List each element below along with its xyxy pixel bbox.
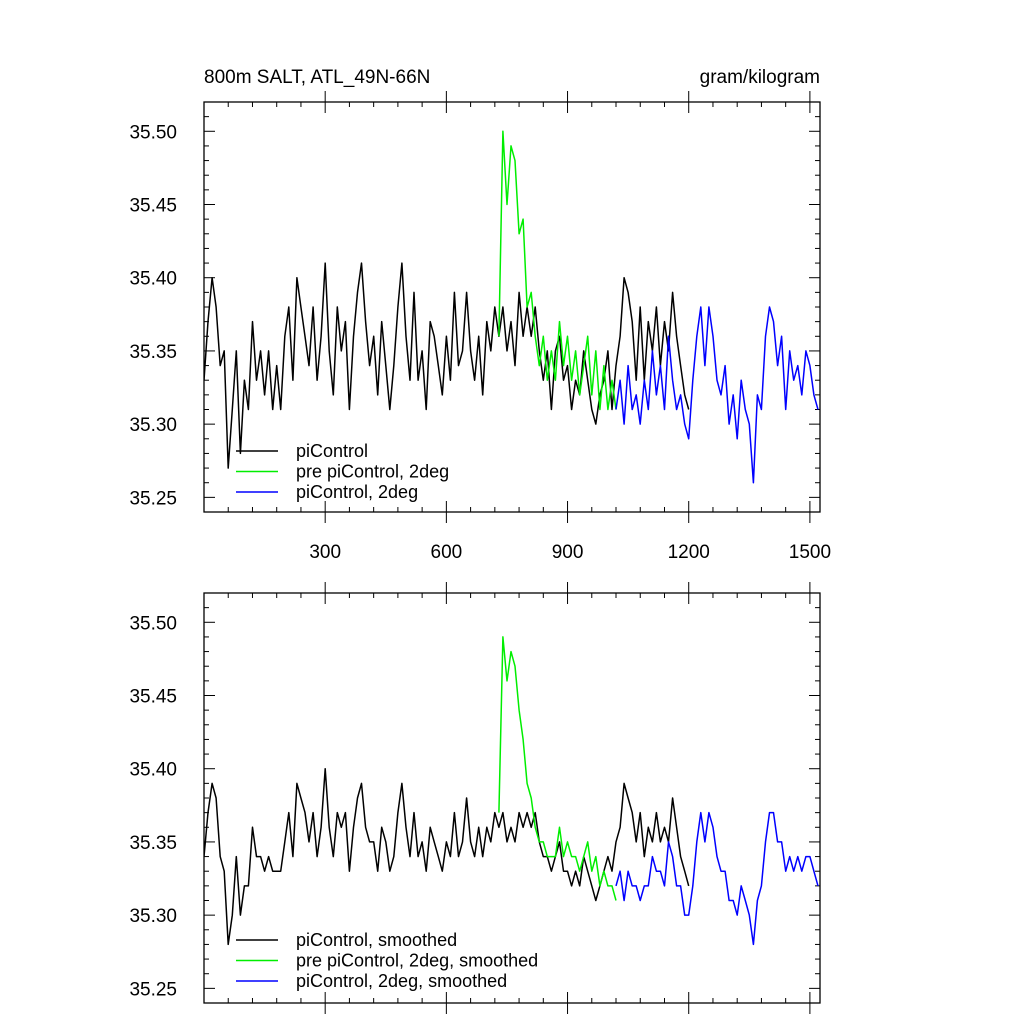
x-tick-label: 300	[309, 542, 341, 563]
legend-label: pre piControl, 2deg	[296, 462, 449, 482]
chart-title: 800m SALT, ATL_49N-66N	[204, 67, 430, 88]
x-tick-label: 1200	[668, 542, 710, 563]
y-tick-label: 35.40	[129, 760, 177, 781]
bottom-panel: 35.25 35.30 35.35 35.40 35.45 35.50 piControl,…	[129, 582, 821, 1014]
legend-label: piControl, smoothed	[296, 930, 457, 950]
y-tick-label: 35.50	[129, 122, 177, 143]
legend-label: piControl	[296, 441, 368, 461]
x-tick-label: 600	[431, 542, 463, 563]
series-line-picontrol-smoothed	[204, 767, 690, 946]
y-tick-label: 35.45	[129, 687, 177, 708]
units-label: gram/kilogram	[700, 67, 820, 88]
y-tick-label: 35.25	[129, 488, 177, 509]
legend-label: piControl, 2deg	[296, 482, 418, 502]
y-tick-label: 35.50	[129, 613, 177, 634]
y-tick-label: 35.45	[129, 196, 177, 217]
series-line-picontrol-2deg-smoothed	[615, 811, 819, 946]
legend-label: pre piControl, 2deg, smoothed	[296, 951, 538, 971]
top-panel: 800m SALT, ATL_49N-66N gram/kilogram 35.…	[129, 67, 831, 563]
x-tick-label: 900	[552, 542, 584, 563]
series-line-picontrol-2deg	[615, 306, 819, 484]
y-tick-label: 35.40	[129, 269, 177, 290]
series-line-pre-picontrol-2deg-smoothed	[498, 636, 617, 901]
series-line-pre-picontrol-2deg	[498, 130, 617, 411]
y-tick-label: 35.35	[129, 833, 177, 854]
series-line-picontrol	[204, 262, 690, 469]
y-tick-label: 35.30	[129, 906, 177, 927]
y-tick-label: 35.25	[129, 979, 177, 1000]
legend-label: piControl, 2deg, smoothed	[296, 971, 507, 991]
x-tick-label: 1500	[789, 542, 831, 563]
y-tick-label: 35.35	[129, 342, 177, 363]
y-tick-label: 35.30	[129, 415, 177, 436]
